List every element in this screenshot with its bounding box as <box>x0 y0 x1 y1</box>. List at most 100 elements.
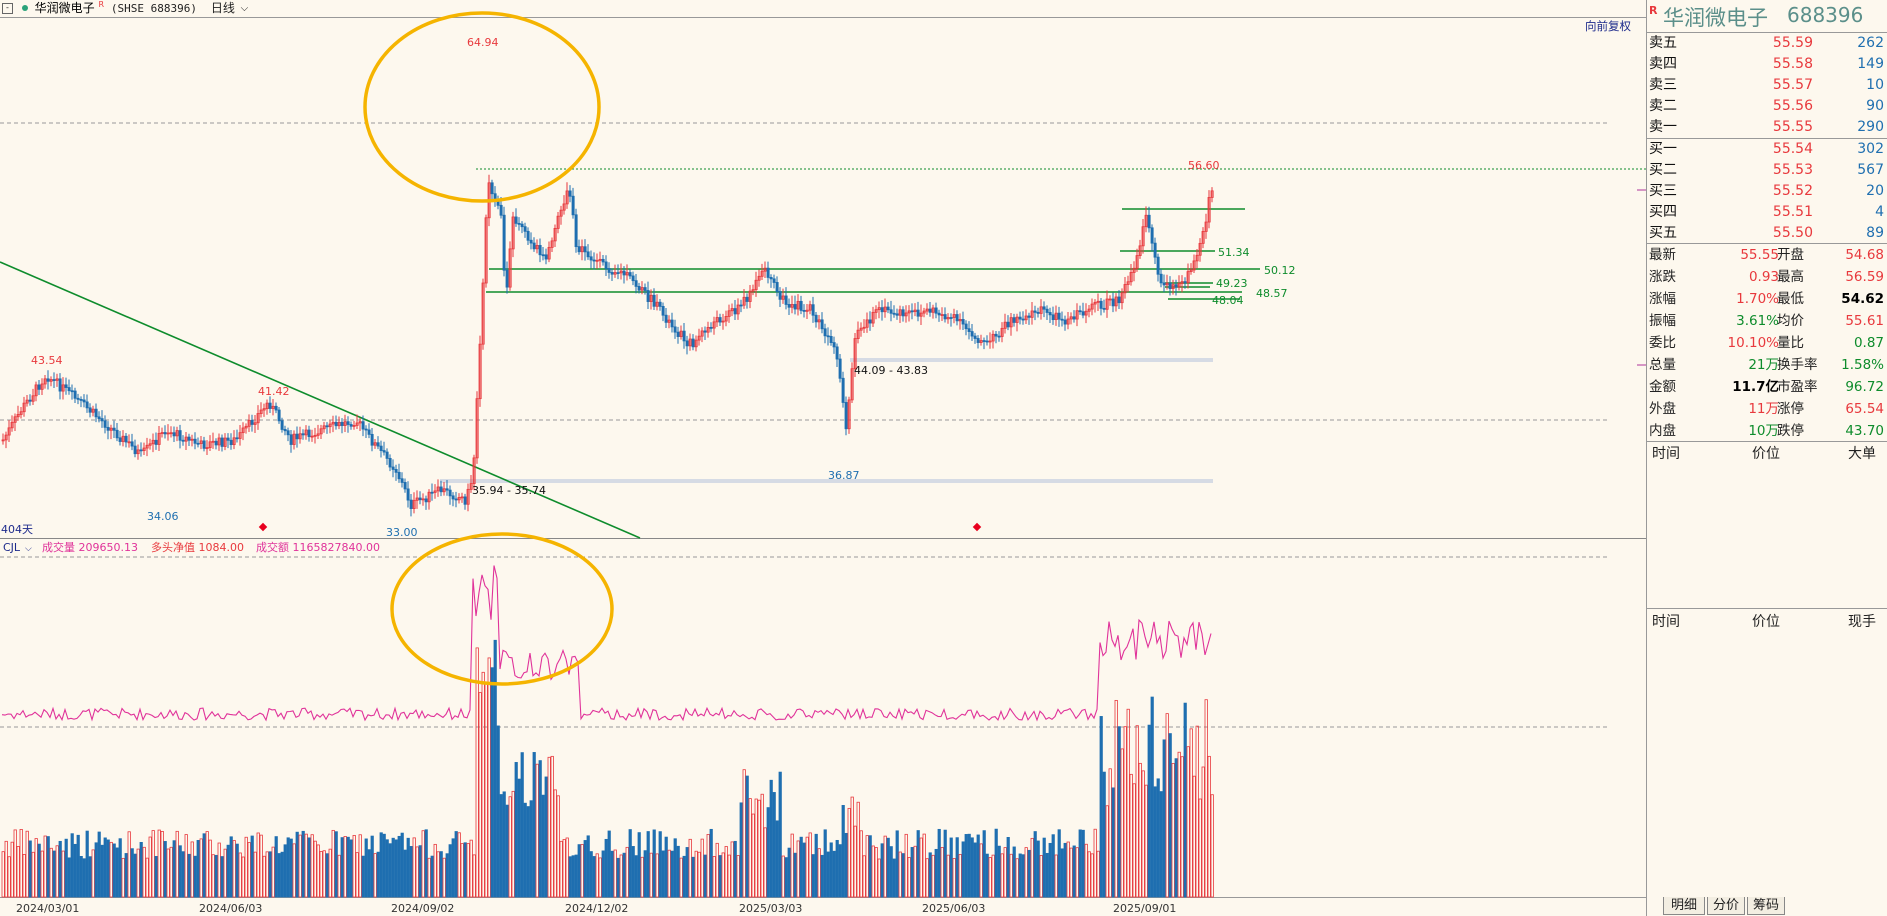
candle-body <box>1006 321 1010 328</box>
symbol-name[interactable]: 华润微电子 <box>34 1 95 15</box>
volume-bar <box>304 833 308 898</box>
candle-body <box>1147 214 1151 229</box>
date-tick: 2024/12/02 <box>565 902 628 915</box>
candle-body <box>1030 310 1034 318</box>
candle-body <box>853 338 857 370</box>
volume-bar <box>925 858 929 898</box>
volume-bar <box>790 833 794 898</box>
volume-bar <box>712 856 716 898</box>
volume-bar <box>337 854 341 898</box>
volume-bar <box>1072 845 1076 898</box>
volume-bar <box>838 844 842 898</box>
volume-bar <box>88 856 92 898</box>
bid-row[interactable]: 买四 55.51 4 <box>1647 202 1887 223</box>
volume-bar <box>739 802 743 898</box>
candle-body <box>232 437 236 446</box>
volume-bar <box>1087 851 1091 898</box>
ask-row[interactable]: 卖一 55.55 290 <box>1647 117 1887 138</box>
chevron-down-icon[interactable]: ⌵ <box>240 3 249 14</box>
candle-body <box>793 304 797 310</box>
candle-body <box>1126 281 1130 285</box>
bid-label: 买四 <box>1649 204 1677 220</box>
volume-bar <box>235 843 239 898</box>
volume-bar <box>841 805 845 898</box>
candle-body <box>886 306 890 311</box>
candle-body <box>1024 315 1028 321</box>
restore-mode-label[interactable]: 向前复权 <box>1585 19 1631 33</box>
candle-body <box>205 447 209 450</box>
candle-body <box>610 272 614 275</box>
volume-bar <box>310 834 314 898</box>
candle-body <box>28 399 32 402</box>
candle-body <box>181 439 185 442</box>
date-tick: 2025/03/03 <box>739 902 802 915</box>
chevron-down-icon[interactable]: ⌵ <box>25 544 32 554</box>
candle-body <box>64 384 68 388</box>
volume-bar <box>1129 773 1133 898</box>
volume-bar <box>73 843 77 898</box>
candle-body <box>757 275 761 281</box>
menu-icon[interactable]: - <box>2 3 13 14</box>
volume-bar <box>691 856 695 898</box>
volume-bar <box>517 778 521 898</box>
volume-bar <box>400 832 404 898</box>
volume-bar <box>868 835 872 898</box>
volume-bar <box>922 833 926 898</box>
candle-body <box>700 330 704 337</box>
tab-chips[interactable]: 筹码 <box>1747 897 1785 915</box>
candle-body <box>595 259 599 262</box>
candle-body <box>484 217 488 284</box>
candle-body <box>199 440 203 444</box>
volume-bar <box>994 828 998 898</box>
volume-bar <box>688 838 692 898</box>
downtrend-line[interactable] <box>0 261 641 539</box>
ask-row[interactable]: 卖三 55.57 10 <box>1647 75 1887 96</box>
bid-row[interactable]: 买三 55.52 20 <box>1647 181 1887 202</box>
bid-row[interactable]: 买一 55.54 302 <box>1647 139 1887 160</box>
tab-details[interactable]: 明细 <box>1663 897 1705 915</box>
volume-bar <box>769 779 773 898</box>
panel-title-row: R 华润微电子 688396 <box>1647 0 1887 33</box>
bid-row[interactable]: 买二 55.53 567 <box>1647 160 1887 181</box>
candle-body <box>553 227 557 242</box>
candle-body <box>19 411 23 415</box>
candle-body <box>1042 306 1046 310</box>
volume-bar <box>1210 794 1214 898</box>
volume-bar <box>571 855 575 898</box>
volume-bar <box>448 844 452 898</box>
volume-bar <box>1054 854 1058 898</box>
candle-body <box>415 497 419 501</box>
volume-bar <box>787 847 791 898</box>
period-selector[interactable]: 日线 <box>210 1 235 15</box>
candle-body <box>1129 272 1133 283</box>
candle-body <box>298 433 302 440</box>
volume-bar <box>10 841 14 898</box>
tab-price-dist[interactable]: 分价 <box>1707 897 1745 915</box>
stat-row: 涨跌 0.93 最高 56.59 <box>1647 266 1887 288</box>
candle-body <box>940 314 944 316</box>
indicator-name[interactable]: CJL <box>3 541 21 554</box>
candle-body <box>823 328 827 337</box>
candle-body <box>586 251 590 258</box>
volume-bar <box>1093 828 1097 898</box>
candle-body <box>13 416 17 423</box>
candle-body <box>1204 221 1208 232</box>
volume-bar <box>445 853 449 898</box>
ask-row[interactable]: 卖四 55.58 149 <box>1647 54 1887 75</box>
candle-body <box>1060 318 1064 321</box>
label-range-low: 35.94 - 35.74 <box>472 484 546 497</box>
candle-body <box>49 379 53 382</box>
volume-bar <box>874 847 878 898</box>
candle-body <box>1123 284 1127 294</box>
volume-bar <box>973 842 977 898</box>
candle-body <box>691 338 695 348</box>
kline-chart[interactable]: 64.94 56.60 43.54 41.42 34.06 33.00 36.8… <box>0 0 1646 916</box>
candle-body <box>361 421 365 430</box>
candle-body <box>967 328 971 332</box>
volume-bar <box>823 829 827 898</box>
volume-bar <box>847 807 851 898</box>
ask-row[interactable]: 卖五 55.59 262 <box>1647 33 1887 54</box>
candle-body <box>469 483 473 490</box>
bid-row[interactable]: 买五 55.50 89 <box>1647 223 1887 244</box>
ask-row[interactable]: 卖二 55.56 90 <box>1647 96 1887 117</box>
